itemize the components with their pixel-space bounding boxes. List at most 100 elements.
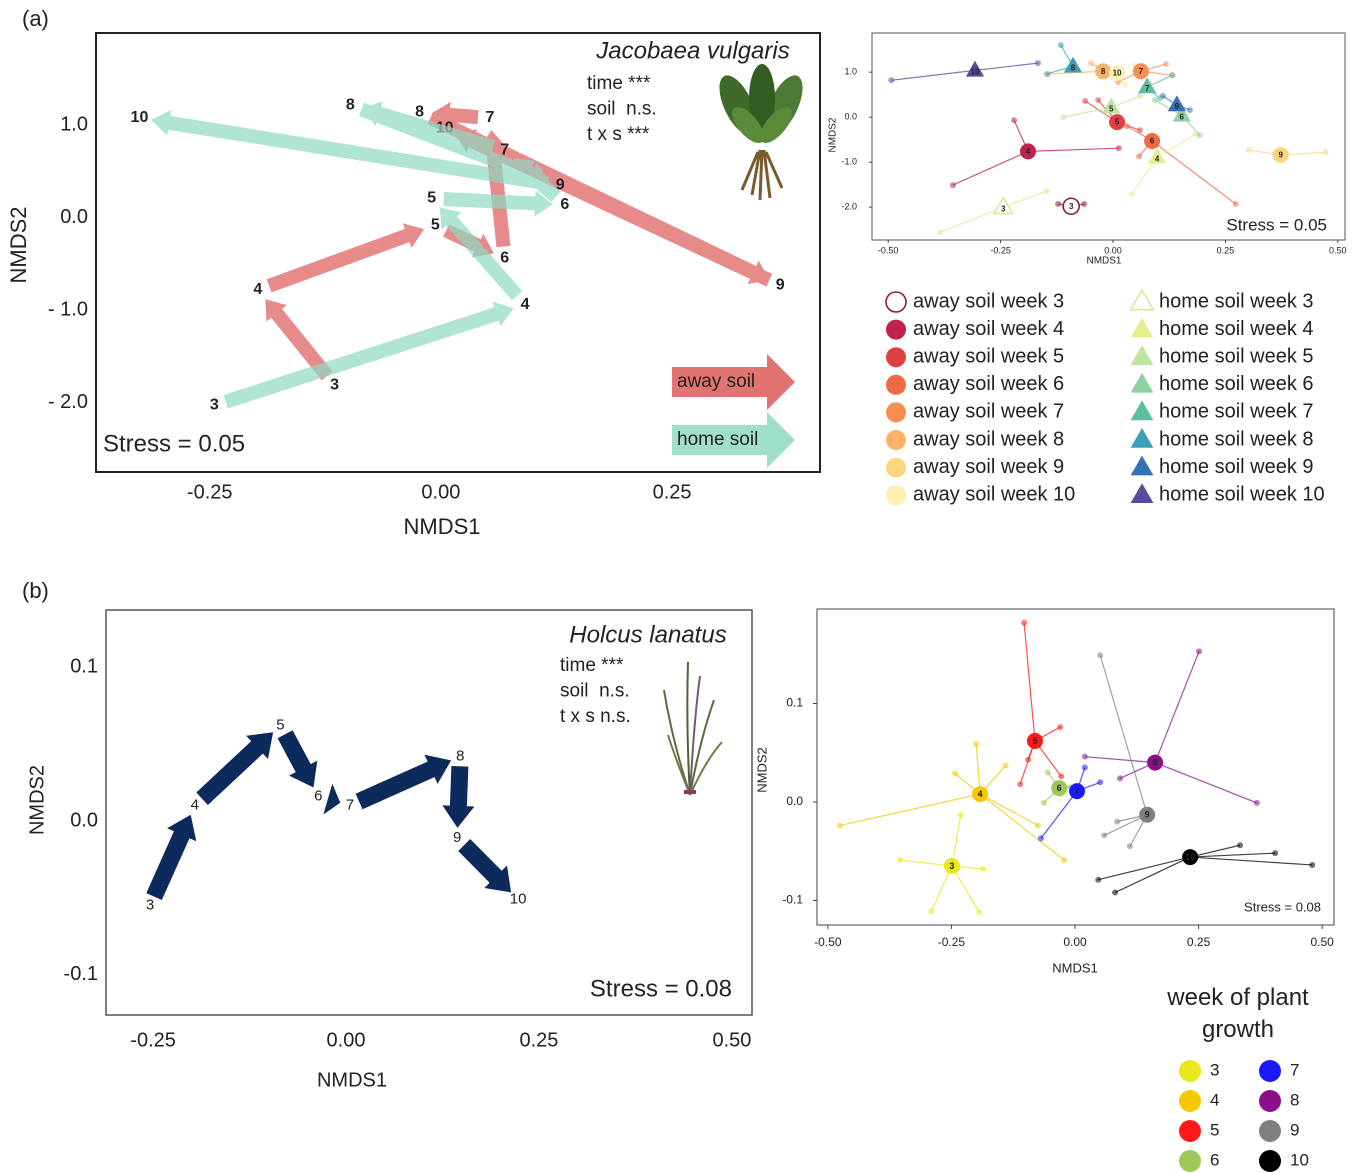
replicate-point [1136, 127, 1143, 134]
replicate-point [1037, 835, 1044, 842]
spider-line [951, 865, 980, 913]
replicate-point [1021, 619, 1028, 626]
trajectory-arrow [359, 102, 549, 187]
stress-label: Stress = 0.05 [103, 430, 245, 457]
week-label: 8 [415, 104, 424, 121]
plant-illustration [663, 661, 723, 796]
y-tick-label: 0.0 [786, 794, 803, 808]
legend-label: 7 [1290, 1060, 1299, 1079]
centroid [992, 195, 1014, 215]
legend-marker [1129, 288, 1155, 311]
centroid [943, 857, 960, 874]
centroid [1144, 133, 1161, 149]
spider-line [952, 150, 1029, 186]
centroid [1095, 63, 1112, 80]
y-tick-label: -0.1 [782, 893, 803, 907]
replicate-point [1060, 114, 1067, 121]
legend-label: home soil week 3 [1159, 290, 1314, 312]
legend-arrow [672, 412, 795, 468]
replicate-point [1095, 876, 1102, 883]
x-tick-label: 0.00 [421, 481, 460, 503]
week-label: 3 [330, 376, 339, 393]
replicate-point [1057, 42, 1064, 49]
legend-marker [886, 319, 906, 340]
week-label: 5 [276, 716, 284, 733]
plot-frame [95, 32, 821, 473]
replicate-point [1232, 201, 1239, 207]
replicate-point [1095, 97, 1102, 104]
week-label: 8 [346, 96, 355, 113]
spider-line [1154, 651, 1200, 763]
replicate-point [957, 811, 964, 818]
centroid [1068, 783, 1085, 800]
y-axis-label: NMDS2 [26, 765, 48, 835]
week-label: 4 [521, 296, 530, 313]
legend-marker [886, 347, 906, 368]
legend-marker [1179, 1120, 1201, 1142]
centroid-label: 9 [1278, 151, 1283, 160]
x-axis-label: NMDS1 [1052, 960, 1098, 975]
x-tick-label: 0.00 [1104, 245, 1122, 255]
x-tick-label: 0.00 [327, 1029, 366, 1051]
replicate-point [928, 908, 935, 915]
centroid-label: 7 [1145, 84, 1150, 93]
legend-arrow [672, 354, 795, 410]
replicate-point [1034, 822, 1041, 829]
legend-label: 3 [1210, 1060, 1219, 1079]
week-label: 7 [346, 797, 354, 814]
legend-marker [1259, 1060, 1281, 1082]
legend-label: away soil week 4 [913, 318, 1064, 340]
legend-label: away soil [677, 371, 755, 392]
centroid-label: 7 [1074, 786, 1079, 796]
replicate-point [949, 182, 956, 189]
replicate-point [1126, 843, 1133, 850]
replicate-point [1034, 60, 1041, 67]
y-tick-label: 0.1 [786, 696, 803, 710]
replicate-point [1081, 764, 1088, 771]
replicate-point [1272, 850, 1279, 857]
replicate-point [1097, 779, 1104, 786]
legend-label: home soil week 8 [1159, 428, 1314, 450]
replicate-point [1123, 123, 1130, 130]
y-tick-label: - 2.0 [48, 391, 88, 413]
centroid-label: 6 [1150, 137, 1155, 146]
x-tick-label: 0.25 [520, 1029, 559, 1051]
spider-line [1156, 133, 1197, 158]
replicate-point [1043, 70, 1050, 77]
centroid [1139, 806, 1156, 823]
legend-label: 6 [1210, 1150, 1219, 1169]
legend-label: away soil week 8 [913, 428, 1064, 450]
centroid [972, 786, 989, 803]
legend-label: home soil week 4 [1159, 318, 1314, 340]
legend-marker [886, 485, 906, 506]
replicate-point [1159, 93, 1166, 99]
week-label: 9 [776, 277, 785, 294]
legend-marker [886, 402, 906, 423]
x-tick-label: -0.50 [878, 245, 899, 255]
spider-line [940, 206, 1004, 233]
centroid [1051, 780, 1068, 797]
replicate-point [1061, 857, 1068, 864]
y-tick-label: 1.0 [844, 67, 857, 77]
centroid-label: 7 [1139, 67, 1144, 76]
centroid-label: 5 [1109, 104, 1114, 113]
legend-title: week of plant growth [1167, 984, 1309, 1043]
legend-marker [1179, 1060, 1201, 1082]
replicate-point [1122, 82, 1129, 89]
replicate-point [1058, 773, 1065, 780]
week-label: 9 [453, 829, 461, 846]
spider-line [1023, 622, 1036, 741]
week-label: 5 [431, 216, 440, 233]
replicate-point [1044, 769, 1051, 776]
centroid [1102, 97, 1121, 114]
y-axis-label: NMDS2 [6, 206, 31, 283]
trajectory-arrow [323, 783, 341, 815]
replicate-point [1168, 72, 1175, 79]
week-label: 6 [560, 196, 569, 213]
x-tick-label: 0.00 [1063, 935, 1087, 949]
x-tick-label: -0.25 [130, 1029, 176, 1051]
spider-line [1062, 106, 1112, 118]
legend-label: away soil week 9 [913, 456, 1064, 478]
species-title: Holcus lanatus [569, 621, 726, 648]
